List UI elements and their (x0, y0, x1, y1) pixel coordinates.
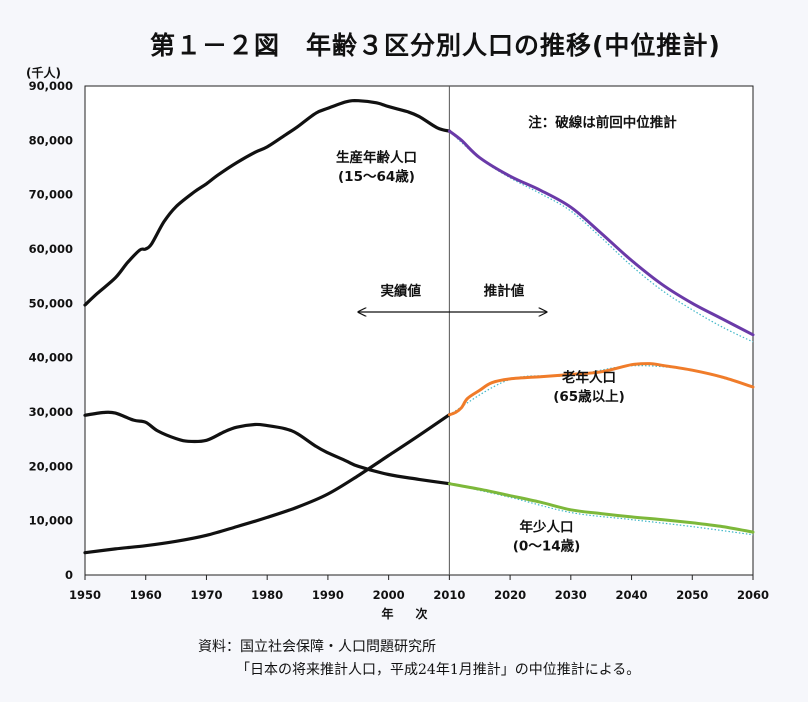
y-tick-label: 70,000 (29, 188, 73, 202)
working-age-actual-line (83, 99, 451, 307)
x-tick-label: 2040 (616, 588, 648, 602)
source-note: 「日本の将来推計人口，平成24年1月推計」の中位推計による。 (236, 662, 641, 678)
y-tick-label: 0 (65, 568, 73, 582)
x-axis-label: 年 次 (381, 606, 432, 621)
projection-values-label: 推計値 (484, 283, 525, 300)
x-tick-label: 2050 (676, 588, 708, 602)
elderly-actual-line (83, 413, 451, 555)
y-tick-label: 40,000 (29, 351, 73, 365)
y-tick-label: 10,000 (29, 514, 73, 528)
x-tick-label: 1990 (312, 588, 344, 602)
y-tick-label: 60,000 (29, 242, 73, 256)
x-tick-label: 2010 (433, 588, 465, 602)
y-tick-label: 90,000 (29, 79, 73, 93)
x-tick-label: 2060 (737, 588, 769, 602)
y-tick-label: 50,000 (29, 296, 73, 310)
x-tick-label: 2030 (555, 588, 587, 602)
y-tick-label: 80,000 (29, 133, 73, 147)
working-age-series-age-range: (15～64歳) (338, 168, 415, 185)
y-tick-label: 30,000 (29, 405, 73, 419)
actual-values-label: 実績値 (381, 283, 422, 300)
young-series-label: 年少人口 (520, 519, 574, 536)
working-age-projection-line (447, 129, 755, 337)
x-tick-label: 2000 (373, 588, 405, 602)
dashed-line-note: 注：破線は前回中位推計 (528, 114, 677, 131)
elderly-series-age-range: (65歳以上) (553, 388, 625, 405)
working-age-series-label: 生産年齢人口 (336, 149, 417, 166)
young-series-age-range: (0～14歳) (513, 538, 581, 555)
x-tick-label: 2020 (494, 588, 526, 602)
x-tick-label: 1980 (251, 588, 283, 602)
elderly-series-label: 老年人口 (562, 369, 616, 386)
plot-area (84, 85, 754, 576)
x-tick-label: 1970 (190, 588, 222, 602)
chart-title: 第１－２図 年齢３区分別人口の推移(中位推計) (150, 31, 721, 60)
young-actual-line (83, 410, 451, 486)
elderly-projection-line (447, 362, 755, 417)
x-tick-label: 1950 (69, 588, 101, 602)
y-axis-unit: (千人) (26, 66, 61, 80)
young-projection-line (447, 482, 755, 534)
y-tick-label: 20,000 (29, 459, 73, 473)
x-tick-label: 1960 (130, 588, 162, 602)
source-label: 資料：国立社会保障・人口問題研究所 (198, 639, 436, 655)
